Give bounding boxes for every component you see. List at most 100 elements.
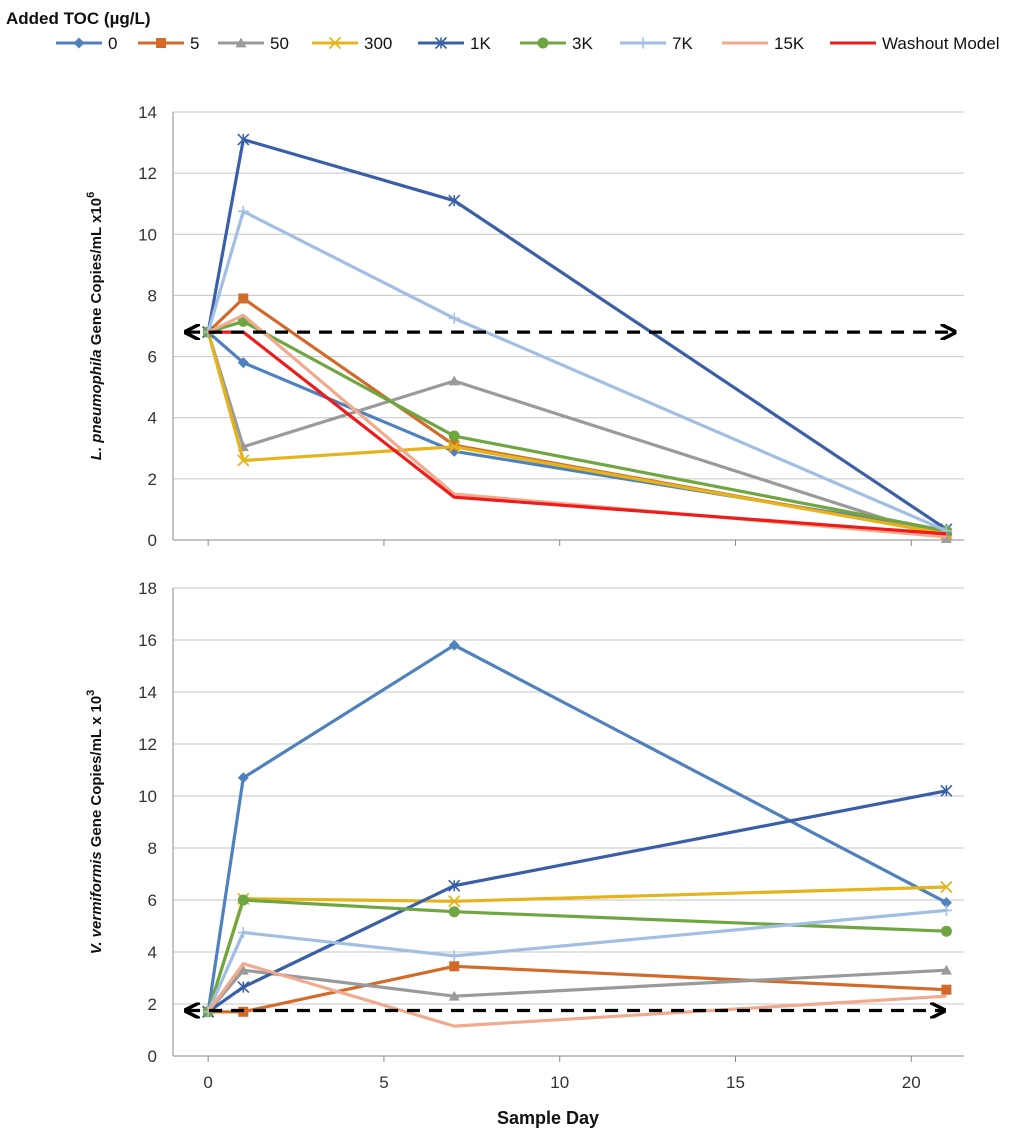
data-point (940, 925, 952, 937)
legend-item: 300 (312, 34, 392, 53)
legend-label: 15K (774, 34, 805, 53)
data-point (448, 194, 461, 207)
data-point (237, 772, 249, 784)
data-point (237, 894, 249, 906)
data-point (238, 293, 249, 304)
legend-item: 0 (56, 34, 117, 53)
series-line (206, 908, 947, 1013)
y-tick-label: 16 (138, 631, 157, 650)
legend-label: 3K (572, 34, 593, 53)
y-tick-label: 14 (138, 103, 157, 122)
series-7k (202, 904, 952, 1018)
data-point (237, 981, 250, 994)
data-point (940, 525, 952, 537)
data-point (237, 964, 249, 975)
legend-item: 7K (620, 34, 693, 53)
x-tick-label: 15 (726, 1073, 745, 1092)
legend-swatch-marker (73, 37, 85, 49)
legend-label: 7K (672, 34, 693, 53)
legend-swatch-marker (537, 37, 549, 49)
series-0 (202, 639, 952, 1018)
legend-item: 3K (520, 34, 593, 53)
data-point (448, 950, 460, 962)
y-tick-label: 12 (138, 164, 157, 183)
data-point (448, 430, 460, 442)
data-point (448, 312, 460, 324)
legend-item: 15K (722, 34, 805, 53)
legend: 0 5 50 300 1K 3K 7K 15K Washout Model (56, 34, 999, 53)
data-point (237, 927, 249, 938)
series-1k (202, 133, 953, 536)
y-axis-title-species: V. vermiformis (88, 851, 105, 954)
bottom-chart-vermamoeba: 0 2 4 6 8 10 12 14 16 18 0 5 10 15 20 V. vermiformis Ge… (85, 579, 964, 1092)
y-tick-label: 6 (148, 891, 157, 910)
data-point (449, 961, 460, 972)
legend-label: 5 (190, 34, 199, 53)
series-line (206, 209, 948, 533)
x-tick-label: 0 (203, 1073, 212, 1092)
x-tick-label: 20 (902, 1073, 921, 1092)
series-line (206, 968, 947, 1013)
legend-item: 1K (418, 34, 491, 53)
data-point (940, 880, 953, 894)
x-tick-label: 5 (379, 1073, 388, 1092)
legend-label: 300 (364, 34, 392, 53)
legend-label: 50 (270, 34, 289, 53)
x-axis-title: Sample Day (497, 1108, 599, 1128)
data-point (940, 964, 952, 975)
legend-item: Washout Model (830, 34, 999, 53)
legend-swatch-marker (434, 36, 448, 50)
series-line (206, 898, 947, 1013)
data-point (940, 784, 953, 797)
legend-swatch-marker (235, 37, 247, 48)
y-axis-title-species: L. pneumophila (88, 349, 105, 460)
data-point (940, 532, 952, 543)
legend-swatch-marker (328, 36, 342, 50)
y-tick-label: 10 (138, 225, 157, 244)
data-point (941, 984, 952, 995)
data-point (940, 904, 952, 916)
legend-title: Added TOC (µg/L) (6, 9, 151, 28)
y-tick-label: 14 (138, 683, 157, 702)
data-point (448, 639, 460, 651)
y-tick-label: 4 (148, 409, 157, 428)
series-1k (202, 784, 953, 1018)
legend-item: 50 (218, 34, 289, 53)
data-point (448, 895, 461, 908)
top-chart-legionella: 0 2 4 6 8 10 12 14 L. pneumophila Gene Copies/mL… (85, 103, 964, 550)
data-point (448, 440, 461, 453)
y-tick-label: 2 (148, 470, 157, 489)
data-point (940, 897, 952, 909)
y-axis-title: V. vermiformis Gene Copies/mL x 103 (85, 690, 105, 955)
data-point (237, 454, 250, 467)
series-line (206, 643, 948, 1013)
y-axis-title-exponent: 6 (85, 192, 97, 198)
series-line (207, 789, 947, 1014)
series-7k (202, 205, 952, 537)
y-axis-title-units: Gene Copies/mL x 10 (88, 696, 105, 852)
data-point (448, 906, 460, 918)
data-point (237, 205, 249, 217)
series-3k (202, 894, 952, 1018)
y-tick-label: 2 (148, 995, 157, 1014)
series-line (206, 331, 947, 536)
data-point (237, 133, 250, 146)
series-line (207, 296, 947, 536)
data-point (448, 990, 460, 1001)
y-tick-label: 18 (138, 579, 157, 598)
y-tick-label: 10 (138, 787, 157, 806)
series-5 (203, 293, 952, 539)
legend-swatch-marker (156, 38, 166, 48)
legend-label: 1K (470, 34, 491, 53)
y-tick-label: 8 (148, 839, 157, 858)
legend-swatch-marker (637, 37, 649, 49)
y-tick-label: 6 (148, 348, 157, 367)
legend-label: Washout Model (882, 34, 999, 53)
x-tick-label: 10 (550, 1073, 569, 1092)
data-point (448, 375, 460, 386)
y-tick-label: 0 (148, 531, 157, 550)
y-tick-label: 12 (138, 735, 157, 754)
y-tick-label: 8 (148, 286, 157, 305)
y-axis-title-exponent: 3 (85, 690, 97, 696)
